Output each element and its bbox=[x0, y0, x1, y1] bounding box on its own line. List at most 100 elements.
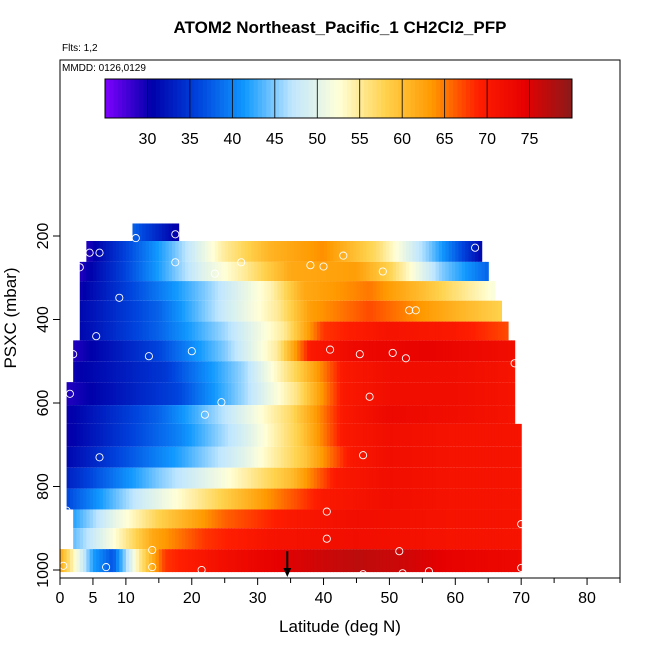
heatmap-cell bbox=[208, 509, 213, 529]
heatmap-cell bbox=[366, 300, 371, 322]
heatmap-cell bbox=[382, 300, 387, 322]
heatmap-cell bbox=[280, 528, 285, 550]
heatmap-cell bbox=[168, 281, 173, 301]
heatmap-cell bbox=[415, 281, 420, 301]
heatmap-cell bbox=[494, 405, 499, 424]
heatmap-cell bbox=[336, 261, 341, 282]
heatmap-cell bbox=[353, 241, 358, 262]
heatmap-cell bbox=[175, 340, 180, 362]
heatmap-cell bbox=[119, 321, 124, 341]
heatmap-cell bbox=[405, 423, 410, 447]
heatmap-cell bbox=[260, 281, 265, 301]
heatmap-cell bbox=[188, 446, 193, 468]
heatmap-cell bbox=[320, 467, 325, 489]
heatmap-cell bbox=[195, 446, 199, 468]
heatmap-cell bbox=[353, 382, 358, 406]
heatmap-cell bbox=[198, 488, 203, 510]
heatmap-cell bbox=[458, 300, 463, 322]
heatmap-cell bbox=[168, 361, 173, 383]
heatmap-cell bbox=[106, 321, 111, 341]
heatmap-cell bbox=[452, 488, 456, 510]
heatmap-cell bbox=[498, 528, 503, 550]
heatmap-cell bbox=[165, 241, 170, 262]
heatmap-cell bbox=[372, 281, 377, 301]
heatmap-cell bbox=[310, 340, 315, 362]
heatmap-cell bbox=[389, 300, 394, 322]
heatmap-cell bbox=[396, 261, 400, 282]
heatmap-cell bbox=[112, 405, 117, 424]
heatmap-cell bbox=[376, 423, 381, 447]
colorbar-swatch bbox=[219, 79, 225, 118]
heatmap-cell bbox=[333, 340, 338, 362]
heatmap-cell bbox=[191, 528, 196, 550]
heatmap-cell bbox=[310, 528, 315, 550]
heatmap-cell bbox=[142, 488, 147, 510]
heatmap-cell bbox=[198, 281, 203, 301]
heatmap-cell bbox=[363, 423, 367, 447]
heatmap-cell bbox=[257, 467, 262, 489]
heatmap-cell bbox=[204, 528, 209, 550]
heatmap-cell bbox=[468, 261, 473, 282]
heatmap-cell bbox=[73, 423, 78, 447]
heatmap-cell bbox=[465, 241, 470, 262]
colorbar-swatch bbox=[453, 79, 458, 118]
heatmap-cell bbox=[478, 509, 483, 529]
heatmap-cell bbox=[478, 446, 483, 468]
heatmap-cell bbox=[165, 321, 170, 341]
colorbar-swatch bbox=[516, 79, 522, 118]
heatmap-cell bbox=[517, 509, 522, 529]
heatmap-cell bbox=[231, 549, 236, 573]
heatmap-cell bbox=[455, 405, 460, 424]
heatmap-cell bbox=[96, 382, 101, 406]
heatmap-cell bbox=[129, 528, 134, 550]
heatmap-cell bbox=[313, 281, 318, 301]
sample-point bbox=[424, 567, 433, 576]
heatmap-cell bbox=[86, 261, 91, 282]
sample-point bbox=[355, 350, 364, 359]
heatmap-cell bbox=[425, 261, 430, 282]
heatmap-cell bbox=[405, 446, 410, 468]
heatmap-cell bbox=[386, 241, 391, 262]
colorbar-swatch bbox=[372, 79, 378, 118]
heatmap-cell bbox=[376, 405, 381, 424]
heatmap-cell bbox=[491, 361, 496, 383]
heatmap-cell bbox=[224, 488, 229, 510]
heatmap-cell bbox=[405, 405, 410, 424]
heatmap-cell bbox=[175, 223, 180, 242]
heatmap-cell bbox=[231, 340, 236, 362]
y-tick-label: 1000 bbox=[35, 552, 52, 588]
heatmap-cell bbox=[158, 405, 163, 424]
heatmap-cell bbox=[244, 423, 249, 447]
heatmap-cell bbox=[270, 361, 275, 383]
colorbar-swatch bbox=[155, 79, 161, 118]
heatmap-cell bbox=[307, 423, 311, 447]
heatmap-cell bbox=[247, 361, 252, 383]
heatmap-cell bbox=[475, 361, 479, 383]
heatmap-cell bbox=[422, 405, 427, 424]
heatmap-cell bbox=[112, 261, 117, 282]
heatmap-cell bbox=[254, 241, 259, 262]
heatmap-cell bbox=[92, 446, 97, 468]
heatmap-cell bbox=[402, 361, 407, 383]
heatmap-cell bbox=[185, 321, 190, 341]
heatmap-cell bbox=[73, 361, 78, 383]
heatmap-cell bbox=[379, 423, 384, 447]
heatmap-cell bbox=[237, 405, 242, 424]
heatmap-cell bbox=[442, 300, 447, 322]
heatmap-cell bbox=[494, 382, 499, 406]
heatmap-cell bbox=[330, 405, 335, 424]
heatmap-cell bbox=[155, 549, 160, 573]
colorbar-swatch bbox=[410, 79, 416, 118]
heatmap-cell bbox=[175, 361, 180, 383]
heatmap-cell bbox=[109, 528, 114, 550]
heatmap-cell bbox=[165, 528, 170, 550]
heatmap-cell bbox=[96, 549, 101, 573]
heatmap-cell bbox=[419, 241, 423, 262]
heatmap-cell bbox=[303, 241, 308, 262]
heatmap-cell bbox=[99, 261, 104, 282]
heatmap-cell bbox=[122, 241, 127, 262]
heatmap-cell bbox=[188, 549, 193, 573]
heatmap-cell bbox=[435, 300, 440, 322]
heatmap-cell bbox=[270, 300, 275, 322]
heatmap-cell bbox=[399, 446, 404, 468]
